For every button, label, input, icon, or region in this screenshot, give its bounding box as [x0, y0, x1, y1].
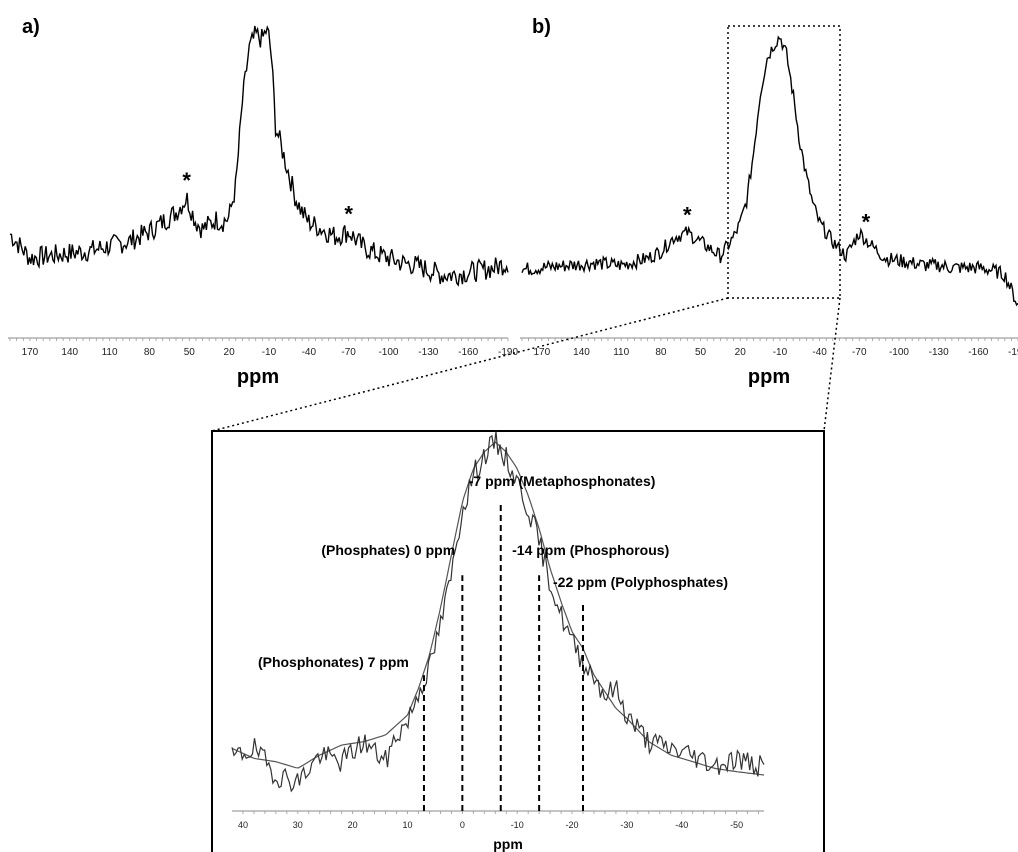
panel-b-tick-label: 170: [533, 347, 550, 358]
panel-b-tick-label: 20: [735, 347, 747, 358]
panel-a-label: a): [22, 16, 40, 38]
panel-b-label: b): [532, 16, 551, 38]
panel-b-plot: * *: [521, 35, 1018, 307]
panel-b-series-line: [521, 35, 1018, 307]
inset-tick-label: -10: [511, 820, 524, 830]
panel-a-tick-label: -160: [458, 347, 478, 358]
panel-b-tick-label: 110: [613, 347, 629, 358]
panel-a-tick-label: 110: [102, 347, 118, 358]
inset-ticks: 40 30 20 10 0 -10 -20 -30 -40 -50: [238, 811, 759, 830]
inset-tick-label: 40: [238, 820, 248, 830]
panel-b-tick-label: -100: [889, 347, 909, 358]
panel-a-tick-label: -100: [378, 347, 398, 358]
marker-label-1: (Phosphates) 0 ppm: [321, 542, 455, 558]
panel-a-tick-label: 140: [61, 347, 78, 358]
panel-a: a) ** 170 140 110 80 50 20 -10 -40 -70 -100 -130 -1…: [8, 16, 518, 388]
inset-tick-label: -20: [566, 820, 579, 830]
inset-frame: [211, 430, 825, 852]
panel-a-tick-label: 20: [224, 347, 236, 358]
inset-plot: [231, 431, 765, 793]
panel-a-tick-label: -40: [302, 347, 317, 358]
panel-b-tick-label: -40: [812, 347, 827, 358]
inset-panel: 40 30 20 10 0 -10 -20 -30 -40 -50 ppm (Phosphonat…: [211, 430, 825, 852]
panel-a-plot: **: [9, 25, 509, 287]
panel-b-tick-label: -160: [968, 347, 988, 358]
panel-a-tick-label: 170: [22, 347, 39, 358]
panel-a-xlabel: ppm: [237, 366, 279, 388]
panel-a-peak-marker-1: *: [344, 202, 353, 227]
inset-tick-label: 0: [460, 820, 465, 830]
panel-a-ticks: 170 140 110 80 50 20 -10 -40 -70 -100 -130 -160 -190: [9, 338, 518, 358]
inset-tick-label: 10: [402, 820, 412, 830]
panel-b-tick-label: 50: [695, 347, 707, 358]
panel-b-ticks: 170 140 110 80 50 20 -10 -40 -70 -100 -130 -160 -190: [521, 338, 1018, 358]
panel-b-tick-label: -10: [773, 347, 788, 358]
panel-a-peak-marker-0: *: [182, 168, 191, 193]
inset-tick-label: 30: [293, 820, 303, 830]
panel-a-tick-label: -10: [262, 347, 277, 358]
panel-a-tick-label: 50: [184, 347, 196, 358]
zoom-connector-right: [823, 297, 841, 432]
inset-tick-label: 20: [348, 820, 358, 830]
inset-tick-label: -40: [675, 820, 688, 830]
panel-a-tick-label: 80: [144, 347, 156, 358]
inset-xlabel: ppm: [493, 836, 523, 852]
zoom-connector-left: [211, 297, 729, 432]
inset-fit-line: [231, 441, 765, 776]
panel-b-tick-label: -70: [852, 347, 867, 358]
marker-label-3: -14 ppm (Phosphorous): [512, 542, 669, 558]
inset-tick-label: -50: [730, 820, 743, 830]
marker-label-0: (Phosphonates) 7 ppm: [258, 654, 409, 670]
panel-b-peak-marker-0: *: [683, 203, 692, 228]
panel-b-tick-label: 140: [573, 347, 590, 358]
panel-b-tick-label: 80: [655, 347, 667, 358]
panel-a-series-line: [9, 25, 509, 287]
marker-label-2: -7 ppm (Metaphosphonates): [469, 473, 656, 489]
panel-b-peak-marker-1: *: [862, 210, 871, 235]
inset-experimental-line: [231, 431, 765, 793]
panel-b-xlabel: ppm: [748, 366, 790, 388]
marker-label-4: -22 ppm (Polyphosphates): [553, 574, 728, 590]
inset-tick-label: -30: [620, 820, 633, 830]
panel-b: b) * * 170 140 110 80 50 20 -10 -40 -70 -100 -130 -1…: [520, 16, 1018, 388]
panel-a-tick-label: -70: [341, 347, 356, 358]
zoom-region-box: [727, 25, 841, 299]
inset-markers: (Phosphonates) 7 ppm (Phosphates) 0 ppm -7…: [258, 473, 728, 811]
panel-a-tick-label: -190: [498, 347, 518, 358]
panel-a-tick-label: -130: [418, 347, 438, 358]
panel-b-tick-label: -190: [1008, 347, 1018, 358]
panel-b-tick-label: -130: [929, 347, 949, 358]
